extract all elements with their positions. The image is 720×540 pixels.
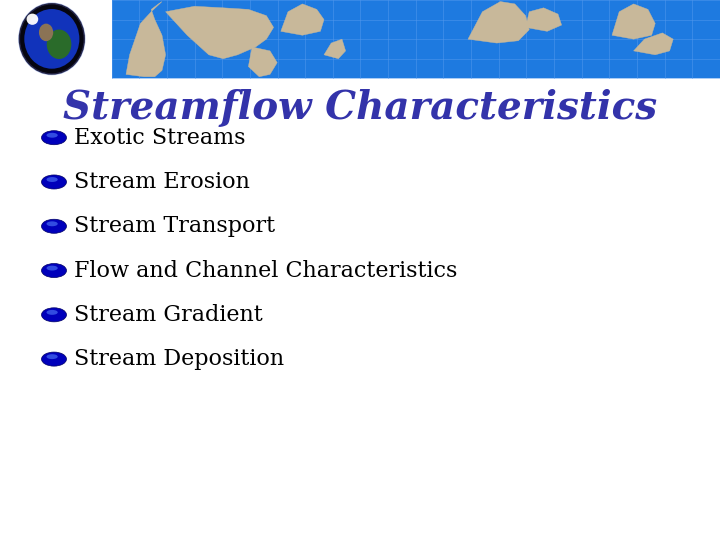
Text: Exotic Streams: Exotic Streams: [74, 127, 246, 148]
Text: Stream Transport: Stream Transport: [74, 215, 275, 237]
Ellipse shape: [42, 131, 66, 145]
Ellipse shape: [47, 354, 58, 359]
Polygon shape: [526, 8, 562, 31]
Polygon shape: [126, 2, 166, 77]
Ellipse shape: [24, 9, 79, 69]
Polygon shape: [248, 47, 277, 77]
Polygon shape: [468, 2, 529, 43]
Ellipse shape: [42, 264, 66, 278]
Ellipse shape: [47, 133, 58, 138]
Bar: [112, 0, 720, 78]
Ellipse shape: [42, 175, 66, 189]
Ellipse shape: [47, 221, 58, 226]
Polygon shape: [281, 4, 324, 35]
Text: Flow and Channel Characteristics: Flow and Channel Characteristics: [74, 260, 457, 281]
Ellipse shape: [47, 266, 58, 271]
Ellipse shape: [42, 308, 66, 322]
Ellipse shape: [27, 14, 38, 25]
Ellipse shape: [42, 219, 66, 233]
Ellipse shape: [47, 310, 58, 315]
Polygon shape: [166, 6, 274, 59]
Polygon shape: [634, 33, 673, 55]
Ellipse shape: [47, 30, 71, 59]
Ellipse shape: [19, 4, 84, 74]
Text: Stream Gradient: Stream Gradient: [74, 304, 263, 326]
Ellipse shape: [47, 177, 58, 182]
Ellipse shape: [42, 352, 66, 366]
Ellipse shape: [39, 24, 53, 41]
Text: Streamflow Characteristics: Streamflow Characteristics: [63, 89, 657, 127]
Text: Stream Erosion: Stream Erosion: [74, 171, 250, 193]
Text: Stream Deposition: Stream Deposition: [74, 348, 284, 370]
Polygon shape: [324, 39, 346, 59]
Polygon shape: [612, 4, 655, 39]
